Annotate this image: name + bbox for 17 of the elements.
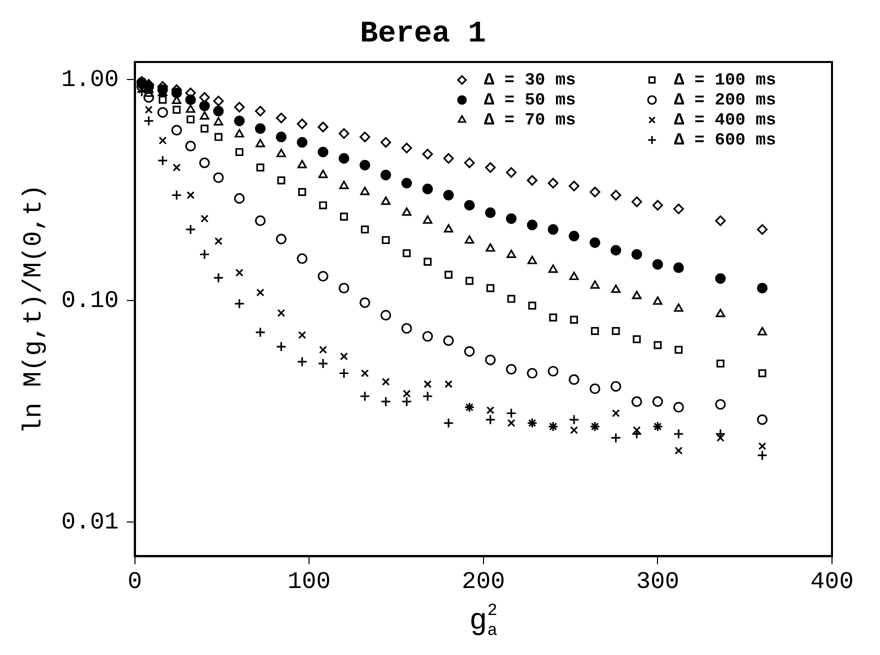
y-tick-label: 1.00: [61, 66, 119, 94]
x-tick-label: 200: [462, 568, 506, 596]
x-tick-label: 400: [810, 568, 854, 596]
legend-label: Δ = 50 ms: [484, 91, 576, 110]
y-tick-label: 0.01: [61, 509, 119, 536]
legend-label: Δ = 600 ms: [674, 131, 776, 150]
y-tick-label: 0.10: [61, 288, 119, 316]
x-tick-label: 0: [128, 568, 142, 596]
x-tick-label: 300: [636, 568, 680, 596]
y-axis-title: ln M(g,t)/M(0,t): [18, 184, 48, 434]
x-tick-label: 100: [288, 568, 331, 596]
legend-label: Δ = 200 ms: [674, 91, 776, 110]
legend-label: Δ = 30 ms: [484, 71, 576, 90]
legend-label: Δ = 70 ms: [484, 111, 576, 130]
legend-label: Δ = 400 ms: [674, 111, 776, 130]
chart-title: Berea 1: [360, 18, 486, 52]
legend-label: Δ = 100 ms: [674, 71, 776, 90]
